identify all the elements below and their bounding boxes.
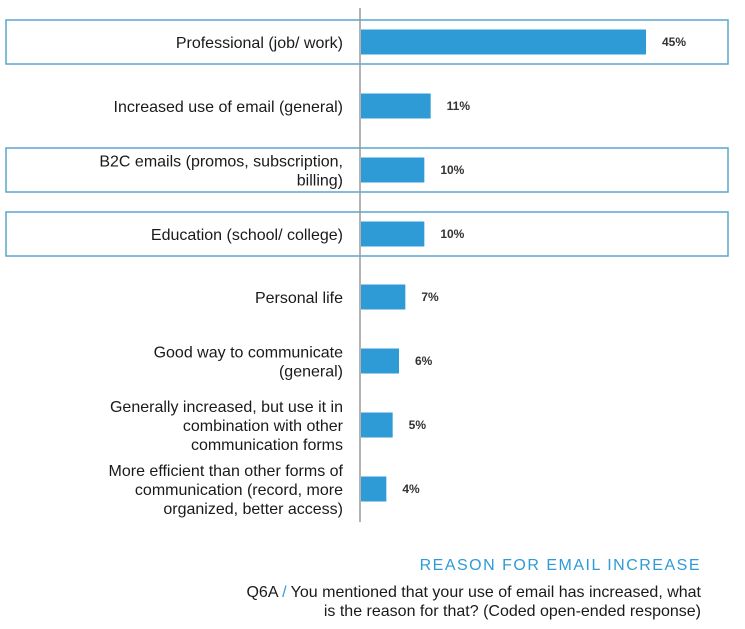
- category-label: Good way to communicate (general): [154, 345, 344, 381]
- category-label-line: Increased use of email (general): [114, 99, 343, 116]
- category-label-line: Professional (job/ work): [176, 35, 343, 52]
- question-id: Q6A: [246, 584, 278, 601]
- category-label-line: Generally increased, but use it in: [110, 399, 343, 416]
- bar: [361, 348, 399, 374]
- question-separator: /: [282, 584, 287, 601]
- category-label: Professional (job/ work): [176, 35, 343, 52]
- category-label-line: Good way to communicate: [154, 345, 344, 362]
- bar-value-label: 5%: [409, 418, 427, 432]
- category-highlight-box: [5, 19, 729, 65]
- bar-value-label: 4%: [402, 482, 420, 496]
- bar: [361, 476, 387, 502]
- bar: [361, 412, 393, 438]
- bar-value-label: 45%: [662, 35, 686, 49]
- bar-value-label: 6%: [415, 354, 433, 368]
- category-label-line: communication forms: [191, 437, 343, 454]
- category-label: Generally increased, but use it in combin…: [110, 399, 344, 454]
- bar: [361, 93, 431, 119]
- bar-value-label: 7%: [421, 290, 439, 304]
- category-label: Education (school/ college): [151, 227, 343, 244]
- category-label: Personal life: [255, 290, 343, 307]
- category-label-line: billing): [297, 173, 343, 190]
- category-label-line: Education (school/ college): [151, 227, 343, 244]
- chart-caption-title: REASON FOR EMAIL INCREASE: [419, 557, 701, 574]
- category-label-line: (general): [279, 364, 343, 381]
- bar-value-label: 10%: [440, 163, 464, 177]
- category-label-line: combination with other: [183, 418, 344, 435]
- category-label: More efficient than other forms of commun…: [109, 463, 344, 518]
- category-highlight-box: [5, 211, 729, 257]
- question-text: You mentioned that your use of email has…: [290, 584, 701, 620]
- bar: [361, 157, 425, 183]
- category-label: B2C emails (promos, subscription, billing…: [99, 154, 343, 190]
- category-label-line: communication (record, more: [135, 482, 343, 499]
- category-label: Increased use of email (general): [114, 99, 343, 116]
- bar: [361, 221, 425, 247]
- category-label-line: More efficient than other forms of: [109, 463, 344, 480]
- category-highlight-box: [5, 147, 729, 193]
- bar: [361, 29, 646, 55]
- bar-value-label: 11%: [447, 99, 471, 113]
- bar: [361, 284, 406, 310]
- bar-value-label: 10%: [440, 227, 464, 241]
- chart-caption-question: Q6A / You mentioned that your use of ema…: [231, 583, 701, 621]
- category-label-line: organized, better access): [163, 501, 343, 518]
- category-label-line: B2C emails (promos, subscription,: [99, 154, 343, 171]
- category-label-line: Personal life: [255, 290, 343, 307]
- bar-chart: 45% Professional (job/ work) 11% Increased …: [5, 8, 729, 522]
